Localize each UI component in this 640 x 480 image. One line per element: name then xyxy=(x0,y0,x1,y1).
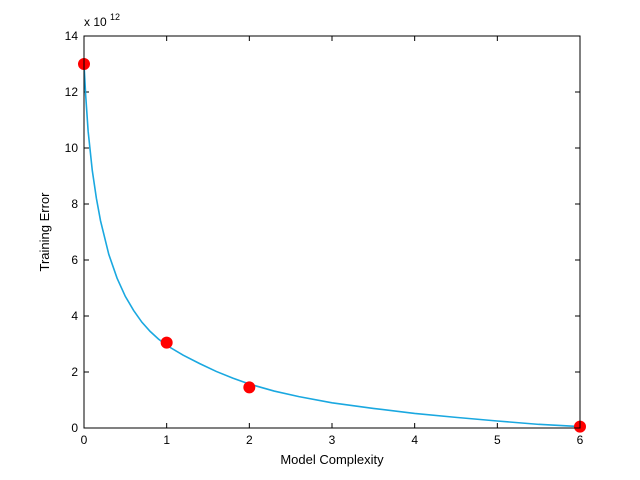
y-tick-label: 6 xyxy=(71,253,78,267)
y-tick-label: 8 xyxy=(71,197,78,211)
x-tick-label: 1 xyxy=(163,433,170,447)
y-tick-label: 10 xyxy=(65,141,79,155)
data-points xyxy=(78,58,586,433)
plot-area xyxy=(78,58,586,433)
y-tick-label: 4 xyxy=(71,309,78,323)
x-tick-label: 6 xyxy=(577,433,584,447)
y-tick-label: 2 xyxy=(71,365,78,379)
y-axis-multiplier-base: x 10 xyxy=(84,15,107,29)
y-axis-label: Training Error xyxy=(37,192,52,272)
x-tick-label: 3 xyxy=(329,433,336,447)
x-tick-label: 2 xyxy=(246,433,253,447)
x-tick-label: 5 xyxy=(494,433,501,447)
data-point xyxy=(160,336,173,349)
x-tick-label: 0 xyxy=(81,433,88,447)
y-axis-multiplier: x 10 12 xyxy=(84,12,120,29)
axes-box xyxy=(83,35,581,429)
x-axis-label: Model Complexity xyxy=(280,452,384,467)
data-point xyxy=(243,381,256,394)
y-tick-label: 12 xyxy=(65,85,79,99)
x-tick-label: 4 xyxy=(411,433,418,447)
y-axis-multiplier-exponent: 12 xyxy=(110,12,120,22)
y-tick-label: 0 xyxy=(71,421,78,435)
y-tick-label: 14 xyxy=(65,29,79,43)
fit-curve xyxy=(83,63,581,428)
